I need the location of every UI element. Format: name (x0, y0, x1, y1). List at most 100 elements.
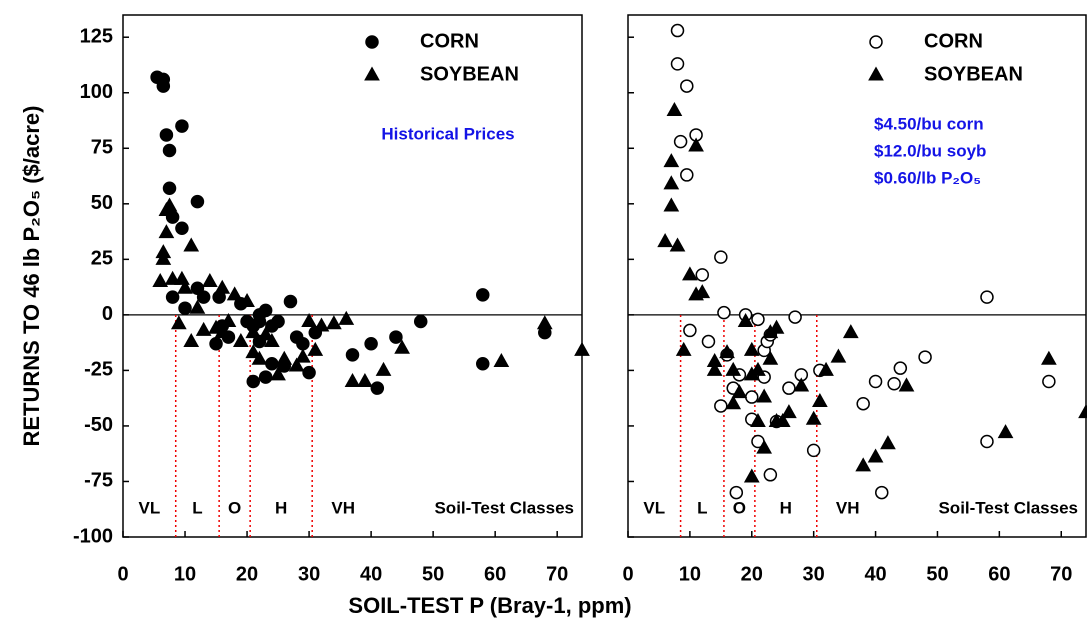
point (375, 361, 392, 376)
point (476, 356, 490, 371)
point (887, 376, 901, 391)
legend-label: SOYBEAN (924, 63, 1023, 85)
point (177, 279, 193, 294)
point (220, 313, 237, 328)
x-tick-label: 10 (174, 563, 196, 585)
y-axis-label: RETURNS TO 46 lb P₂O₅ ($/acre) (19, 106, 44, 447)
point (232, 333, 249, 348)
point (793, 377, 810, 392)
legend-marker (869, 35, 883, 49)
x-tick-label: 20 (236, 563, 258, 585)
x-tick-label: 0 (622, 563, 633, 585)
point (666, 101, 683, 117)
point (670, 57, 685, 71)
point (307, 341, 324, 356)
point (344, 372, 361, 388)
point (745, 390, 759, 404)
x-tick-label: 10 (679, 563, 701, 585)
class-title: Soil-Test Classes (434, 498, 574, 517)
point (842, 324, 859, 339)
point (296, 336, 310, 351)
point (830, 348, 847, 363)
point (818, 361, 834, 376)
y-tick-label: 50 (91, 192, 113, 214)
legend-label: CORN (924, 30, 983, 52)
point (257, 326, 274, 341)
x-tick-label: 40 (360, 563, 382, 585)
class-label: L (697, 498, 707, 517)
point (675, 341, 692, 356)
point (856, 396, 870, 411)
y-tick-label: -75 (84, 470, 113, 492)
point (663, 153, 680, 168)
x-tick-label: 50 (422, 563, 444, 585)
point (189, 299, 206, 314)
class-label: L (192, 498, 202, 517)
point (751, 312, 765, 327)
point (264, 333, 280, 348)
point (476, 288, 490, 302)
legend-label: SOYBEAN (420, 63, 519, 85)
y-tick-label: -25 (84, 359, 113, 381)
point (276, 350, 293, 365)
point (252, 314, 267, 329)
point (706, 352, 723, 368)
y-tick-label: -50 (84, 414, 113, 436)
y-tick-label: 0 (102, 303, 113, 325)
point (201, 273, 218, 288)
point (812, 392, 828, 408)
point (669, 237, 686, 252)
point (338, 310, 355, 325)
point (226, 286, 243, 301)
point (364, 336, 378, 351)
class-label: O (228, 498, 241, 517)
point (756, 439, 773, 454)
point (536, 315, 553, 330)
point (214, 324, 231, 339)
point (345, 348, 360, 362)
point (657, 233, 673, 248)
point (706, 361, 723, 376)
point (750, 412, 766, 427)
point (170, 315, 187, 330)
point (714, 399, 728, 413)
point (980, 290, 994, 304)
point (258, 370, 273, 384)
point (190, 194, 205, 209)
point (295, 348, 311, 363)
x-tick-label: 50 (926, 563, 948, 585)
point (413, 314, 428, 329)
point (209, 336, 223, 351)
point (680, 79, 694, 93)
plot-frame (122, 14, 583, 538)
class-label: H (275, 498, 287, 517)
point (997, 424, 1014, 439)
point (714, 250, 728, 264)
point (265, 356, 279, 371)
annotation: $12.0/bu soyb (874, 141, 986, 160)
point (370, 381, 385, 395)
point (493, 352, 510, 368)
x-tick-label: 60 (988, 563, 1010, 585)
point (737, 313, 754, 328)
y-tick-label: -100 (73, 525, 113, 547)
point (918, 350, 932, 364)
point (725, 361, 742, 376)
plot-frame (627, 14, 1087, 538)
class-label: H (780, 498, 792, 517)
y-tick-label: 25 (91, 248, 113, 270)
point (673, 134, 688, 149)
point (313, 317, 330, 332)
legend-label: CORN (420, 30, 479, 52)
point (875, 485, 889, 500)
point (694, 284, 711, 299)
point (781, 404, 797, 419)
point (283, 294, 298, 309)
point (183, 333, 200, 348)
point (178, 301, 192, 315)
point (326, 315, 342, 330)
point (756, 388, 773, 403)
class-label: O (733, 498, 746, 517)
point (175, 119, 189, 133)
